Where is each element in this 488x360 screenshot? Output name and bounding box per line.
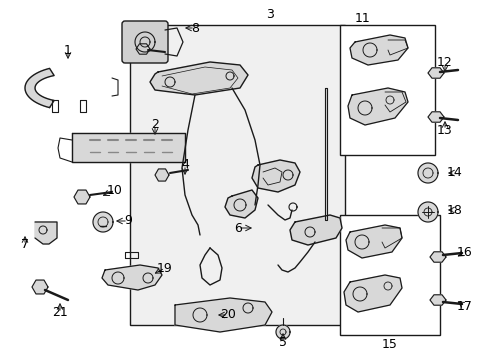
Text: 12: 12 (436, 57, 452, 69)
Polygon shape (325, 88, 326, 220)
Polygon shape (427, 68, 443, 78)
Polygon shape (72, 133, 184, 162)
Text: 6: 6 (234, 221, 242, 234)
Text: 13: 13 (436, 123, 452, 136)
Polygon shape (136, 44, 150, 54)
Polygon shape (25, 68, 54, 108)
Polygon shape (289, 215, 341, 245)
Polygon shape (275, 325, 289, 339)
Text: 5: 5 (279, 336, 286, 348)
Text: 2: 2 (151, 118, 159, 131)
Text: 14: 14 (446, 166, 462, 180)
Text: 19: 19 (157, 261, 173, 274)
Polygon shape (150, 62, 247, 95)
Polygon shape (417, 202, 437, 222)
Text: 7: 7 (21, 238, 29, 252)
Text: 9: 9 (124, 215, 132, 228)
Text: 16: 16 (456, 246, 472, 258)
Text: 18: 18 (446, 203, 462, 216)
Bar (339, 25, 434, 155)
Text: 8: 8 (191, 22, 199, 35)
Text: 10: 10 (107, 184, 122, 197)
Polygon shape (347, 88, 407, 125)
Polygon shape (175, 298, 271, 332)
Polygon shape (93, 212, 113, 232)
Polygon shape (346, 225, 401, 258)
Text: 11: 11 (354, 12, 370, 24)
FancyBboxPatch shape (122, 21, 168, 63)
Bar (339, 215, 439, 335)
Polygon shape (417, 163, 437, 183)
Polygon shape (155, 169, 169, 181)
Text: 4: 4 (181, 158, 188, 171)
Bar (130, 25, 345, 325)
Polygon shape (74, 190, 90, 204)
Polygon shape (349, 35, 407, 65)
Polygon shape (427, 112, 443, 122)
Polygon shape (343, 275, 401, 312)
Polygon shape (429, 252, 445, 262)
Text: 21: 21 (52, 306, 68, 320)
Text: 15: 15 (381, 338, 397, 351)
Text: 1: 1 (64, 44, 72, 57)
Polygon shape (35, 222, 57, 244)
Polygon shape (429, 295, 445, 305)
Polygon shape (102, 265, 162, 290)
Polygon shape (32, 280, 48, 294)
Text: 3: 3 (265, 9, 273, 22)
Text: 17: 17 (456, 300, 472, 312)
Polygon shape (251, 160, 299, 192)
Text: 20: 20 (220, 309, 235, 321)
Polygon shape (224, 190, 258, 218)
